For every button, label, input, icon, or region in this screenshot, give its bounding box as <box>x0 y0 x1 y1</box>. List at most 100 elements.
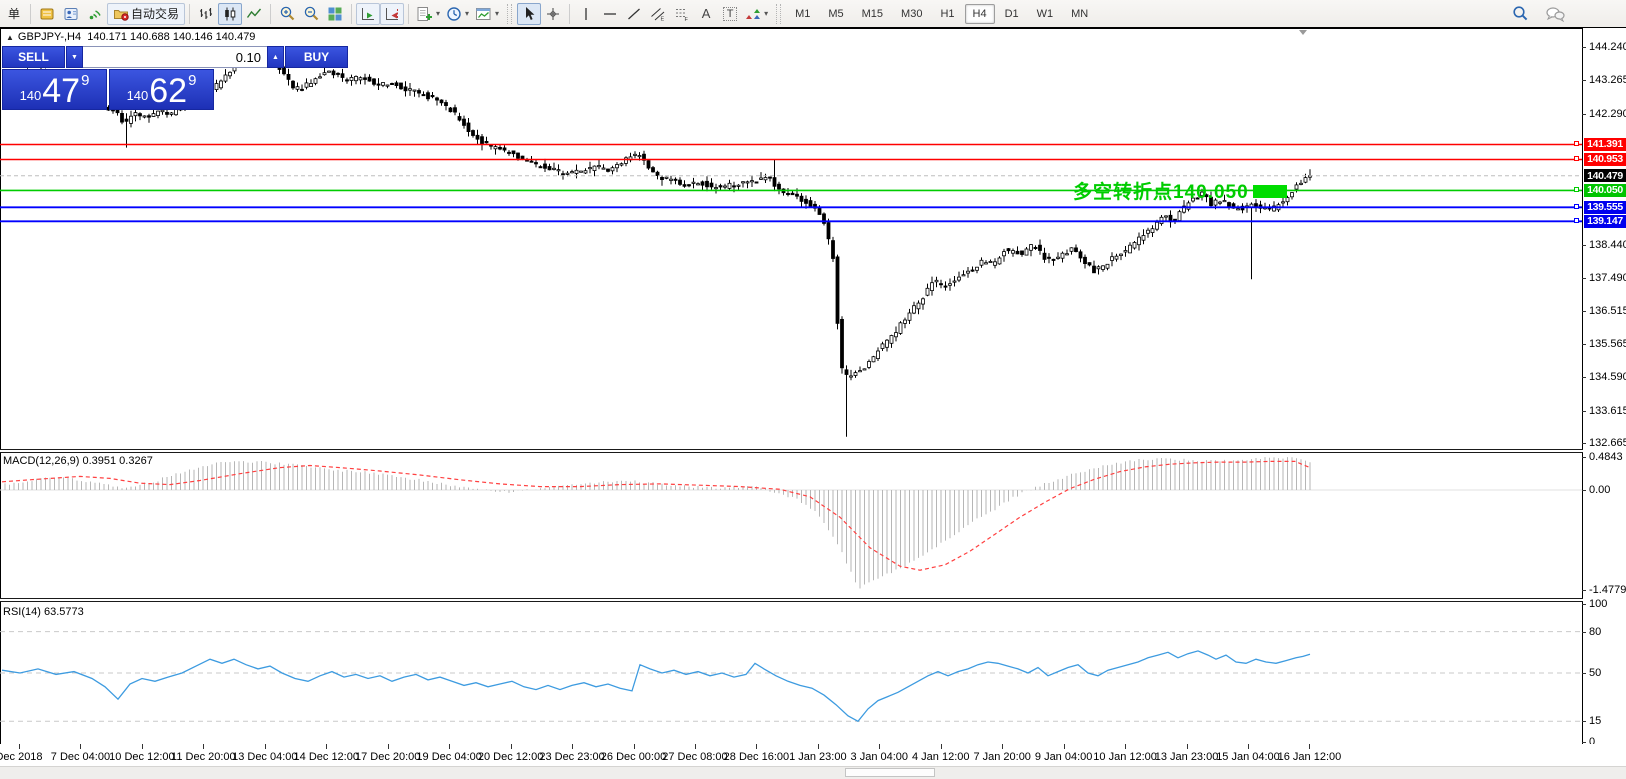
time-tick-mark <box>264 744 266 749</box>
time-tick-label: 20 Dec 12:00 <box>477 751 544 763</box>
trendline-tool-button[interactable] <box>622 3 646 25</box>
arrows-tool-button[interactable]: ▾ <box>742 3 771 25</box>
timeframe-button-w1[interactable]: W1 <box>1036 7 1054 20</box>
lot-size-field[interactable] <box>83 46 267 68</box>
time-tick-mark <box>633 744 635 749</box>
equidistant-channel-tool-button[interactable]: E <box>646 3 670 25</box>
panel-separator-rsi[interactable] <box>0 598 1626 602</box>
market-depth-button[interactable] <box>59 3 83 25</box>
axis-tick-label: 144.240 <box>1589 41 1626 53</box>
toolbar-grip[interactable] <box>507 3 513 24</box>
axis-tick-label: 143.265 <box>1589 74 1626 87</box>
tile-windows-button[interactable] <box>323 3 347 25</box>
vertical-line-tool-button[interactable] <box>574 3 598 25</box>
zoom-in-button[interactable] <box>275 3 299 25</box>
bid-quote-button[interactable]: 140 47 9 <box>2 69 107 110</box>
axis-tick-mark <box>1582 277 1586 279</box>
price-axis[interactable]: 144.240 143.265 142.290 138.440 137.490 136.5… <box>1582 28 1626 748</box>
price-level-tag: 141.391 <box>1584 137 1626 151</box>
horizontal-scrollbar-thumb[interactable] <box>845 768 935 777</box>
time-tick-mark <box>510 744 512 749</box>
signals-button[interactable] <box>83 3 107 25</box>
crosshair-tool-button[interactable] <box>541 3 565 25</box>
autotrading-folder-icon <box>114 9 129 21</box>
chat-button[interactable] <box>1542 3 1568 25</box>
trade-panel-quotes: 140 47 9 140 62 9 <box>2 69 214 110</box>
indicators-dropdown-arrow[interactable]: ▾ <box>436 9 441 18</box>
autotrading-button[interactable]: 自动交易 <box>107 2 186 25</box>
time-tick-label: 14 Dec 12:00 <box>293 751 359 763</box>
autotrading-label: 自动交易 <box>131 7 180 21</box>
templates-dropdown-arrow[interactable]: ▾ <box>495 9 500 18</box>
arrows-dropdown-arrow[interactable]: ▾ <box>764 9 769 18</box>
axis-tick-mark <box>1582 410 1586 412</box>
clock-icon <box>447 6 461 21</box>
sell-button[interactable]: SELL <box>2 46 65 68</box>
time-tick-mark <box>203 744 205 749</box>
periods-button[interactable]: ▾ <box>443 3 472 25</box>
ask-quote-button[interactable]: 140 62 9 <box>109 69 214 110</box>
text-label-tool-button[interactable]: T <box>718 3 742 25</box>
bid-big-digits: 47 <box>42 72 81 110</box>
chart-window-button[interactable] <box>35 3 59 25</box>
templates-button[interactable]: ▾ <box>472 3 502 25</box>
search-button[interactable] <box>1508 3 1532 25</box>
timeframe-button-h4[interactable]: H4 <box>964 3 995 24</box>
timeframe-button-m1[interactable]: M1 <box>795 7 811 20</box>
periods-dropdown-arrow[interactable]: ▾ <box>465 9 470 18</box>
timeframe-button-mn[interactable]: MN <box>1071 7 1089 20</box>
indicators-button[interactable]: ▾ <box>413 3 443 25</box>
horizontal-line-icon <box>604 12 617 15</box>
candlestick-mode-button[interactable] <box>218 2 243 25</box>
time-tick-label: 13 Jan 23:00 <box>1154 751 1219 763</box>
timeframe-button-m5[interactable]: M5 <box>828 7 844 20</box>
axis-tick-mark <box>1582 742 1586 743</box>
axis-tick-mark <box>1582 631 1586 633</box>
time-tick-mark <box>940 744 942 749</box>
time-tick-label: Dec 2018 <box>0 751 43 763</box>
depth-window-icon <box>64 7 78 20</box>
text-tool-button[interactable]: A <box>694 3 718 25</box>
trade-panel-top-row: SELL ▼ ▲ BUY <box>2 46 348 68</box>
toolbar-separator <box>569 3 571 24</box>
time-tick-label: 28 Dec 16:00 <box>723 751 790 763</box>
one-click-trading-panel: SELL ▼ ▲ BUY 140 47 9 140 62 9 <box>2 46 348 110</box>
main-chart-canvas[interactable] <box>0 29 1582 449</box>
auto-scroll-button[interactable] <box>356 2 381 25</box>
panel-separator-macd[interactable] <box>0 449 1626 453</box>
axis-tick-mark <box>1582 457 1586 459</box>
timeframe-group: M1 M5 M15 M30 H1 H4 D1 W1 MN <box>786 3 1097 24</box>
time-tick-mark <box>817 744 819 749</box>
line-handle[interactable] <box>1574 187 1579 193</box>
toolbar-grip[interactable] <box>776 3 782 24</box>
cursor-tool-button[interactable] <box>517 2 542 25</box>
macd-label: MACD(12,26,9) 0.3951 0.3267 <box>3 455 153 467</box>
time-axis[interactable]: Dec 2018 7 Dec 04:00 10 Dec 12:00 11 Dec 20… <box>0 744 1626 766</box>
timeframe-button-m15[interactable]: M15 <box>861 7 884 20</box>
line-handle[interactable] <box>1574 156 1579 162</box>
lot-increase-button[interactable]: ▲ <box>267 46 284 68</box>
macd-canvas[interactable] <box>0 454 1582 597</box>
time-tick-mark <box>449 744 451 749</box>
horizontal-line-tool-button[interactable] <box>598 3 622 25</box>
line-handle[interactable] <box>1574 218 1579 224</box>
zoom-out-button[interactable] <box>299 3 323 25</box>
chart-annotation-text: 多空转折点140.050 <box>1073 182 1249 203</box>
time-tick-label: 4 Jan 12:00 <box>912 751 970 763</box>
axis-tick-label: 135.565 <box>1589 337 1626 350</box>
timeframe-button-m30[interactable]: M30 <box>901 7 923 20</box>
price-level-tag: 140.479 <box>1584 169 1626 183</box>
bar-chart-mode-button[interactable] <box>194 3 218 25</box>
lot-decrease-button[interactable]: ▼ <box>66 46 83 68</box>
timeframe-button-h1[interactable]: H1 <box>940 7 955 20</box>
new-order-button[interactable]: 单 <box>2 3 26 25</box>
collapse-panel-arrow[interactable]: ▲ <box>6 32 14 42</box>
chart-shift-button[interactable] <box>380 2 405 25</box>
buy-button[interactable]: BUY <box>285 46 348 68</box>
rsi-canvas[interactable] <box>0 604 1582 743</box>
fibonacci-tool-button[interactable]: F <box>670 3 694 25</box>
timeframe-button-d1[interactable]: D1 <box>1004 7 1019 20</box>
line-handle[interactable] <box>1574 141 1579 147</box>
line-chart-mode-button[interactable] <box>242 3 266 25</box>
line-handle[interactable] <box>1574 204 1579 210</box>
